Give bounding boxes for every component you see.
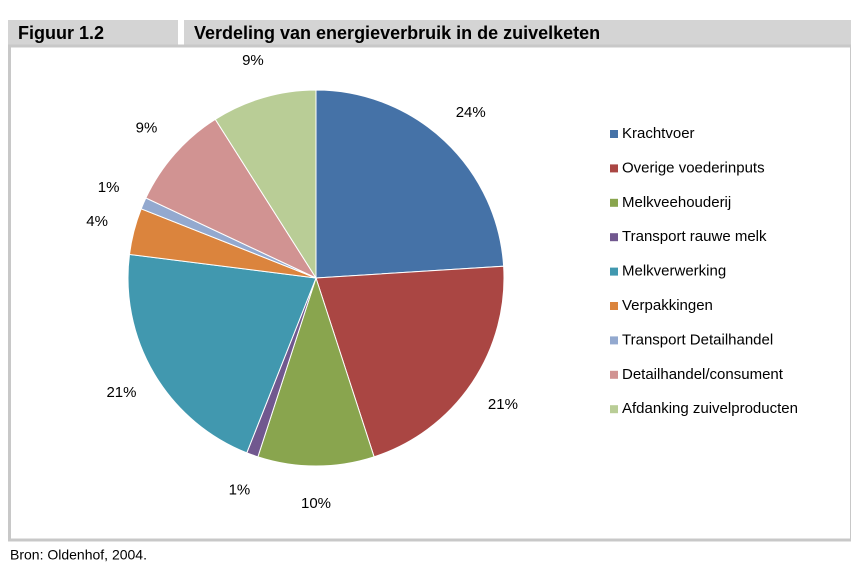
legend-label: Verpakkingen: [622, 297, 713, 314]
legend-label: Krachtvoer: [622, 125, 695, 142]
legend-label: Transport rauwe melk: [622, 228, 767, 245]
data-label: 1%: [98, 179, 120, 196]
plot: 24% 21% 10% 1% 21% 4% 1% 9% 9% Krachtvoer Overige …: [86, 52, 798, 512]
legend-label: Overige voederinputs: [622, 159, 765, 176]
data-label: 21%: [488, 396, 518, 413]
data-label: 9%: [136, 120, 158, 137]
legend-swatch: [610, 371, 618, 379]
legend-swatch: [610, 268, 618, 276]
data-label: 21%: [106, 384, 136, 401]
data-label: 4%: [86, 213, 108, 230]
legend-swatch: [610, 405, 618, 413]
data-label: 24%: [456, 104, 486, 121]
legend-swatch: [610, 130, 618, 138]
data-label: 10%: [301, 495, 331, 512]
legend-label: Afdanking zuivelproducten: [622, 400, 798, 417]
figure-label: Figuur 1.2: [18, 23, 104, 43]
legend-swatch: [610, 336, 618, 344]
legend-label: Melkveehouderij: [622, 194, 731, 211]
legend-swatch: [610, 164, 618, 172]
legend-swatch: [610, 302, 618, 310]
data-label: 9%: [242, 52, 264, 69]
chart-title: Verdeling van energieverbruik in de zuiv…: [194, 23, 600, 43]
legend-label: Transport Detailhandel: [622, 331, 773, 348]
data-label: 1%: [229, 482, 251, 499]
legend-label: Detailhandel/consument: [622, 366, 784, 383]
legend-swatch: [610, 233, 618, 241]
source: Bron: Oldenhof, 2004.: [10, 547, 147, 563]
legend-swatch: [610, 199, 618, 207]
legend-label: Melkverwerking: [622, 263, 726, 280]
